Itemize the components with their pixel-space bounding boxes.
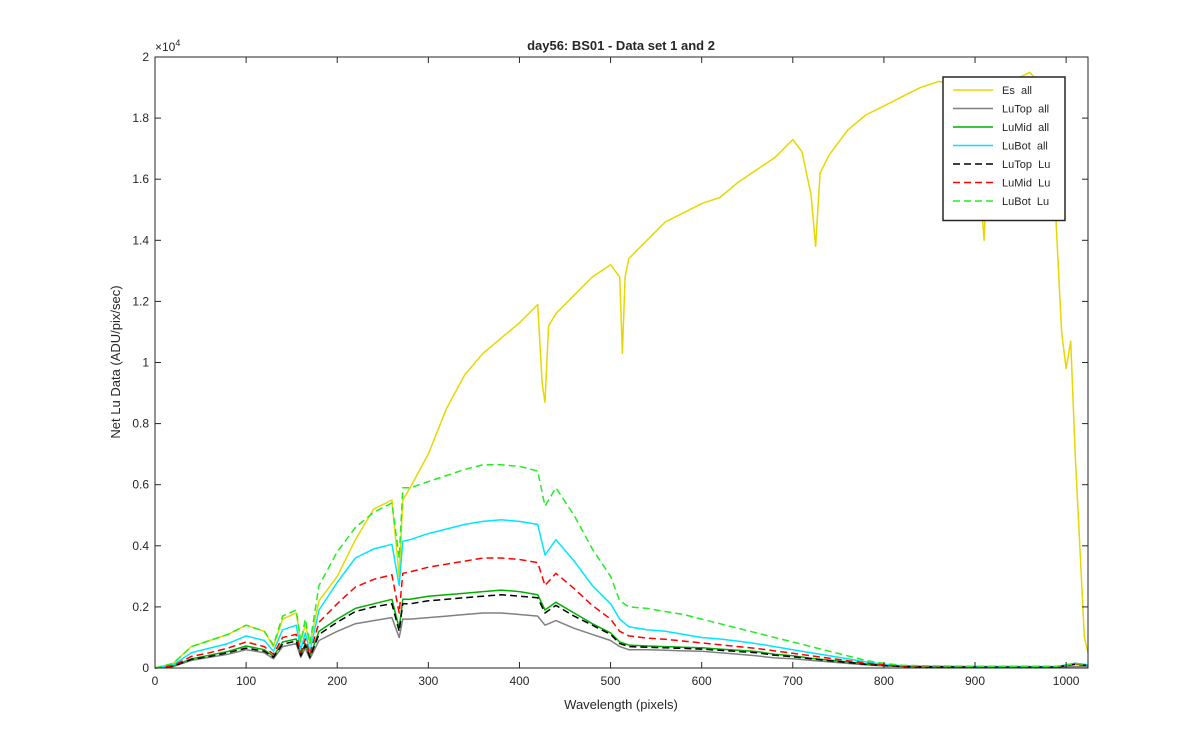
y-exponent: ×104 bbox=[155, 38, 180, 54]
legend-label: LuBot Lu bbox=[1002, 196, 1049, 208]
x-tick-label: 700 bbox=[783, 674, 803, 688]
legend: Es all LuTop all LuMid all LuBot all LuTop L… bbox=[942, 76, 1066, 222]
x-tick-label: 600 bbox=[692, 674, 712, 688]
y-tick-label: 0.2 bbox=[132, 600, 149, 614]
series-line-4 bbox=[154, 593, 1089, 669]
y-ticks: 0 0.2 0.4 0.6 0.8 1 1.2 1.4 1.6 1.8 2 bbox=[132, 50, 1088, 675]
legend-label: Es all bbox=[1002, 85, 1032, 97]
y-tick-label: 0 bbox=[142, 661, 149, 675]
series-line-6 bbox=[154, 464, 1089, 669]
x-tick-label: 1000 bbox=[1053, 674, 1080, 688]
legend-label: LuMid all bbox=[1002, 122, 1049, 134]
y-exponent-base: ×10 bbox=[155, 40, 176, 54]
x-tick-label: 100 bbox=[236, 674, 256, 688]
legend-label: LuTop Lu bbox=[1002, 159, 1050, 171]
y-tick-label: 1 bbox=[142, 356, 149, 370]
chart-title: day56: BS01 - Data set 1 and 2 bbox=[527, 38, 715, 53]
legend-box bbox=[942, 76, 1066, 222]
series-line-5 bbox=[154, 557, 1089, 669]
legend-label: LuBot all bbox=[1002, 141, 1048, 153]
y-tick-label: 0.8 bbox=[132, 417, 149, 431]
x-tick-label: 800 bbox=[874, 674, 894, 688]
y-tick-label: 1.2 bbox=[132, 294, 149, 308]
x-tick-label: 500 bbox=[601, 674, 621, 688]
y-tick-label: 0.4 bbox=[132, 539, 149, 553]
y-axis-label: Net Lu Data (ADU/pix/sec) bbox=[108, 285, 123, 438]
x-tick-label: 900 bbox=[965, 674, 985, 688]
x-axis-label: Wavelength (pixels) bbox=[564, 697, 678, 712]
y-tick-label: 1.4 bbox=[132, 233, 149, 247]
plot-area bbox=[155, 57, 1088, 668]
legend-label: LuTop all bbox=[1002, 104, 1049, 116]
x-tick-label: 300 bbox=[418, 674, 438, 688]
series-group bbox=[154, 71, 1089, 669]
series-line-3 bbox=[154, 519, 1089, 669]
x-tick-label: 400 bbox=[509, 674, 529, 688]
y-tick-label: 1.8 bbox=[132, 111, 149, 125]
x-tick-label: 200 bbox=[327, 674, 347, 688]
legend-label: LuMid Lu bbox=[1002, 178, 1050, 190]
y-tick-label: 1.6 bbox=[132, 172, 149, 186]
x-ticks: 0 100 200 300 400 500 600 700 800 900 1000 bbox=[152, 57, 1080, 688]
y-tick-label: 0.6 bbox=[132, 478, 149, 492]
y-tick-label: 2 bbox=[142, 50, 149, 64]
x-tick-label: 0 bbox=[152, 674, 159, 688]
y-exponent-power: 4 bbox=[175, 38, 180, 48]
